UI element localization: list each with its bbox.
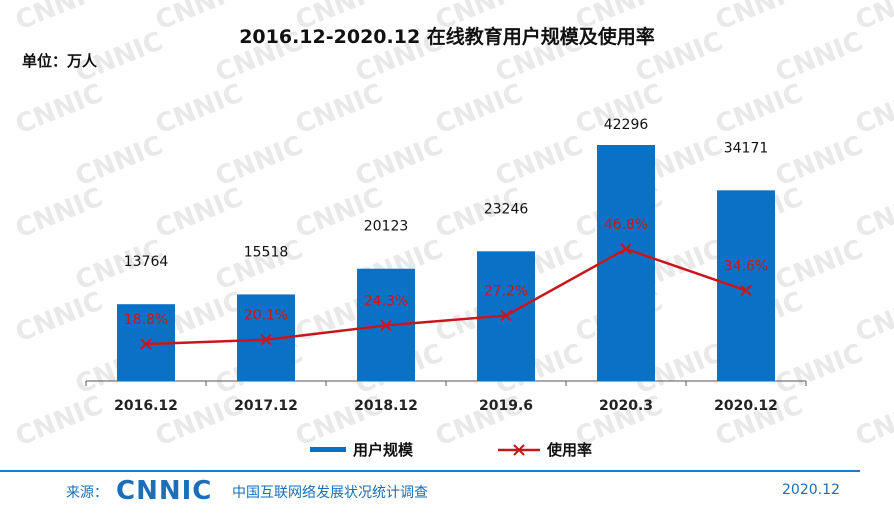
cnnic-logo: CNNIC bbox=[116, 476, 213, 506]
legend-label-bar: 用户规模 bbox=[353, 441, 414, 459]
legend-label-line: 使用率 bbox=[546, 441, 592, 459]
x-tick-label: 2018.12 bbox=[354, 398, 418, 414]
bar-value-label: 20123 bbox=[364, 219, 409, 235]
line-value-label: 18.8% bbox=[124, 312, 168, 328]
footer-date: 2020.12 bbox=[782, 482, 840, 498]
x-tick-label: 2016.12 bbox=[114, 398, 178, 414]
legend: 用户规模 使用率 bbox=[310, 441, 592, 459]
line-value-label: 20.1% bbox=[244, 308, 288, 324]
line-value-label: 24.3% bbox=[364, 293, 408, 309]
line-value-label: 34.6% bbox=[724, 258, 768, 274]
bar-value-label: 23246 bbox=[484, 201, 529, 217]
bar-2020.3 bbox=[597, 145, 655, 381]
line-point-2016.12 bbox=[140, 338, 152, 350]
x-tick-label: 2020.3 bbox=[599, 398, 653, 414]
x-tick-label: 2020.12 bbox=[714, 398, 778, 414]
usage-rate-line bbox=[145, 247, 747, 346]
chart-plot: 13764 2016.12 15518 2017.12 20123 2018.12 2324… bbox=[85, 117, 807, 459]
line-point-2018.12 bbox=[380, 319, 392, 332]
footer-org: 中国互联网络发展状况统计调查 bbox=[232, 485, 428, 501]
line-point-2019.6 bbox=[500, 309, 512, 322]
bar-value-label: 42296 bbox=[604, 117, 649, 133]
bar-2020.12 bbox=[717, 190, 775, 381]
chart-unit: 单位：万人 bbox=[22, 52, 98, 70]
line-value-label: 46.8% bbox=[604, 217, 648, 233]
line-point-2017.12 bbox=[260, 333, 272, 346]
bar-value-label: 34171 bbox=[724, 140, 769, 156]
legend-marker-line bbox=[513, 444, 525, 456]
footer-divider bbox=[0, 470, 860, 472]
line-point-2020.12 bbox=[740, 284, 752, 297]
x-tick-label: 2017.12 bbox=[234, 398, 298, 414]
bar-value-label: 13764 bbox=[124, 254, 169, 270]
legend-swatch-bar bbox=[310, 447, 346, 452]
x-tick-label: 2019.6 bbox=[479, 398, 533, 414]
footer-source-label: 来源： bbox=[66, 485, 108, 501]
bar-value-label: 15518 bbox=[244, 244, 289, 260]
line-point-2020.3 bbox=[620, 243, 632, 255]
chart-title: 2016.12-2020.12 在线教育用户规模及使用率 bbox=[239, 26, 655, 48]
line-value-label: 27.2% bbox=[484, 284, 528, 300]
footer: 来源： CNNIC 中国互联网络发展状况统计调查 2020.12 bbox=[0, 472, 894, 517]
